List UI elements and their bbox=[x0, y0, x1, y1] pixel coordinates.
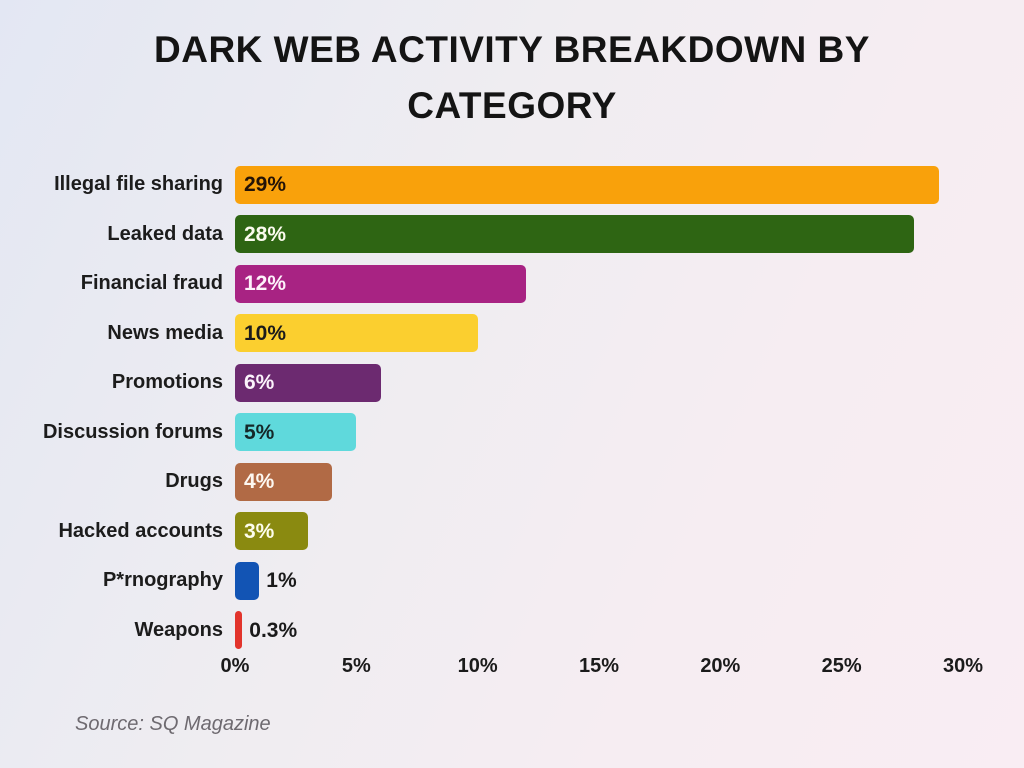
bar-row: News media 10% bbox=[0, 309, 1024, 359]
bar-row: Discussion forums 5% bbox=[0, 408, 1024, 458]
category-label: News media bbox=[107, 321, 223, 344]
chart-title-line-1: DARK WEB ACTIVITY BREAKDOWN BY bbox=[154, 29, 870, 70]
source-note: Source: SQ Magazine bbox=[75, 713, 271, 735]
value-label: 6% bbox=[244, 371, 275, 395]
bar-track: 10% bbox=[235, 314, 963, 353]
value-label: 3% bbox=[244, 519, 275, 543]
category-label: Weapons bbox=[134, 618, 223, 641]
x-axis-tick-label: 30% bbox=[942, 655, 984, 677]
bar: 10% bbox=[235, 314, 478, 353]
bar-track: 29% bbox=[235, 165, 963, 204]
value-label: 28% bbox=[244, 222, 287, 246]
bar-track: 4% bbox=[235, 462, 963, 501]
x-axis: 0% 5% 10% 15% 20% 25% 30% bbox=[221, 655, 983, 685]
bar-track: 0.3% bbox=[235, 611, 963, 650]
bar: 29% bbox=[235, 165, 939, 204]
value-label: 5% bbox=[244, 420, 275, 444]
bar: 5% bbox=[235, 413, 357, 452]
bar-track: 12% bbox=[235, 264, 963, 303]
bar-track: 6% bbox=[235, 363, 963, 402]
x-axis-tick-label: 20% bbox=[700, 655, 741, 677]
x-axis-tick-label: 25% bbox=[821, 655, 862, 677]
bar-track: 5% bbox=[235, 413, 963, 452]
bar-track: 28% bbox=[235, 215, 963, 254]
chart-title: DARK WEB ACTIVITY BREAKDOWN BY CATEGORY bbox=[0, 22, 1024, 134]
category-label: Promotions bbox=[111, 371, 223, 394]
value-label: 4% bbox=[244, 470, 275, 494]
category-label: Financial fraud bbox=[80, 272, 223, 295]
bar-rows: Illegal file sharing 29% Leaked data 28% Fin… bbox=[0, 160, 1024, 655]
value-label: 0.3% bbox=[249, 618, 298, 642]
bar-row: Hacked accounts 3% bbox=[0, 507, 1024, 557]
bar-row: P*rnography 1% bbox=[0, 556, 1024, 606]
value-label: 29% bbox=[244, 173, 287, 197]
x-axis-tick-label: 15% bbox=[578, 655, 620, 677]
bar-track: 1% bbox=[235, 561, 963, 600]
bar: 3% bbox=[235, 512, 308, 551]
category-label: Leaked data bbox=[107, 222, 223, 245]
bar: 4% bbox=[235, 462, 333, 501]
value-label: 1% bbox=[266, 569, 297, 593]
category-label: P*rnography bbox=[102, 569, 223, 592]
category-label: Drugs bbox=[165, 470, 223, 493]
x-axis-tick-label: 0% bbox=[220, 655, 250, 677]
chart-title-line-2: CATEGORY bbox=[407, 85, 617, 126]
bar-track: 3% bbox=[235, 512, 963, 551]
value-label: 10% bbox=[244, 321, 287, 345]
bar: 0.3% bbox=[235, 611, 297, 650]
category-label: Hacked accounts bbox=[58, 519, 223, 542]
bar-row: Financial fraud 12% bbox=[0, 259, 1024, 309]
bar: 1% bbox=[235, 561, 297, 600]
category-label: Illegal file sharing bbox=[54, 173, 223, 196]
category-label: Discussion forums bbox=[42, 420, 223, 443]
x-axis-tick-label: 10% bbox=[457, 655, 498, 677]
value-label: 12% bbox=[244, 272, 287, 296]
bar-row: Weapons 0.3% bbox=[0, 606, 1024, 656]
bar-row: Promotions 6% bbox=[0, 358, 1024, 408]
bar-row: Illegal file sharing 29% bbox=[0, 160, 1024, 210]
bar: 6% bbox=[235, 363, 381, 402]
bar-row: Drugs 4% bbox=[0, 457, 1024, 507]
bar: 28% bbox=[235, 215, 915, 254]
x-axis-tick-label: 5% bbox=[341, 655, 371, 677]
bar-row: Leaked data 28% bbox=[0, 210, 1024, 260]
bar: 12% bbox=[235, 264, 527, 303]
